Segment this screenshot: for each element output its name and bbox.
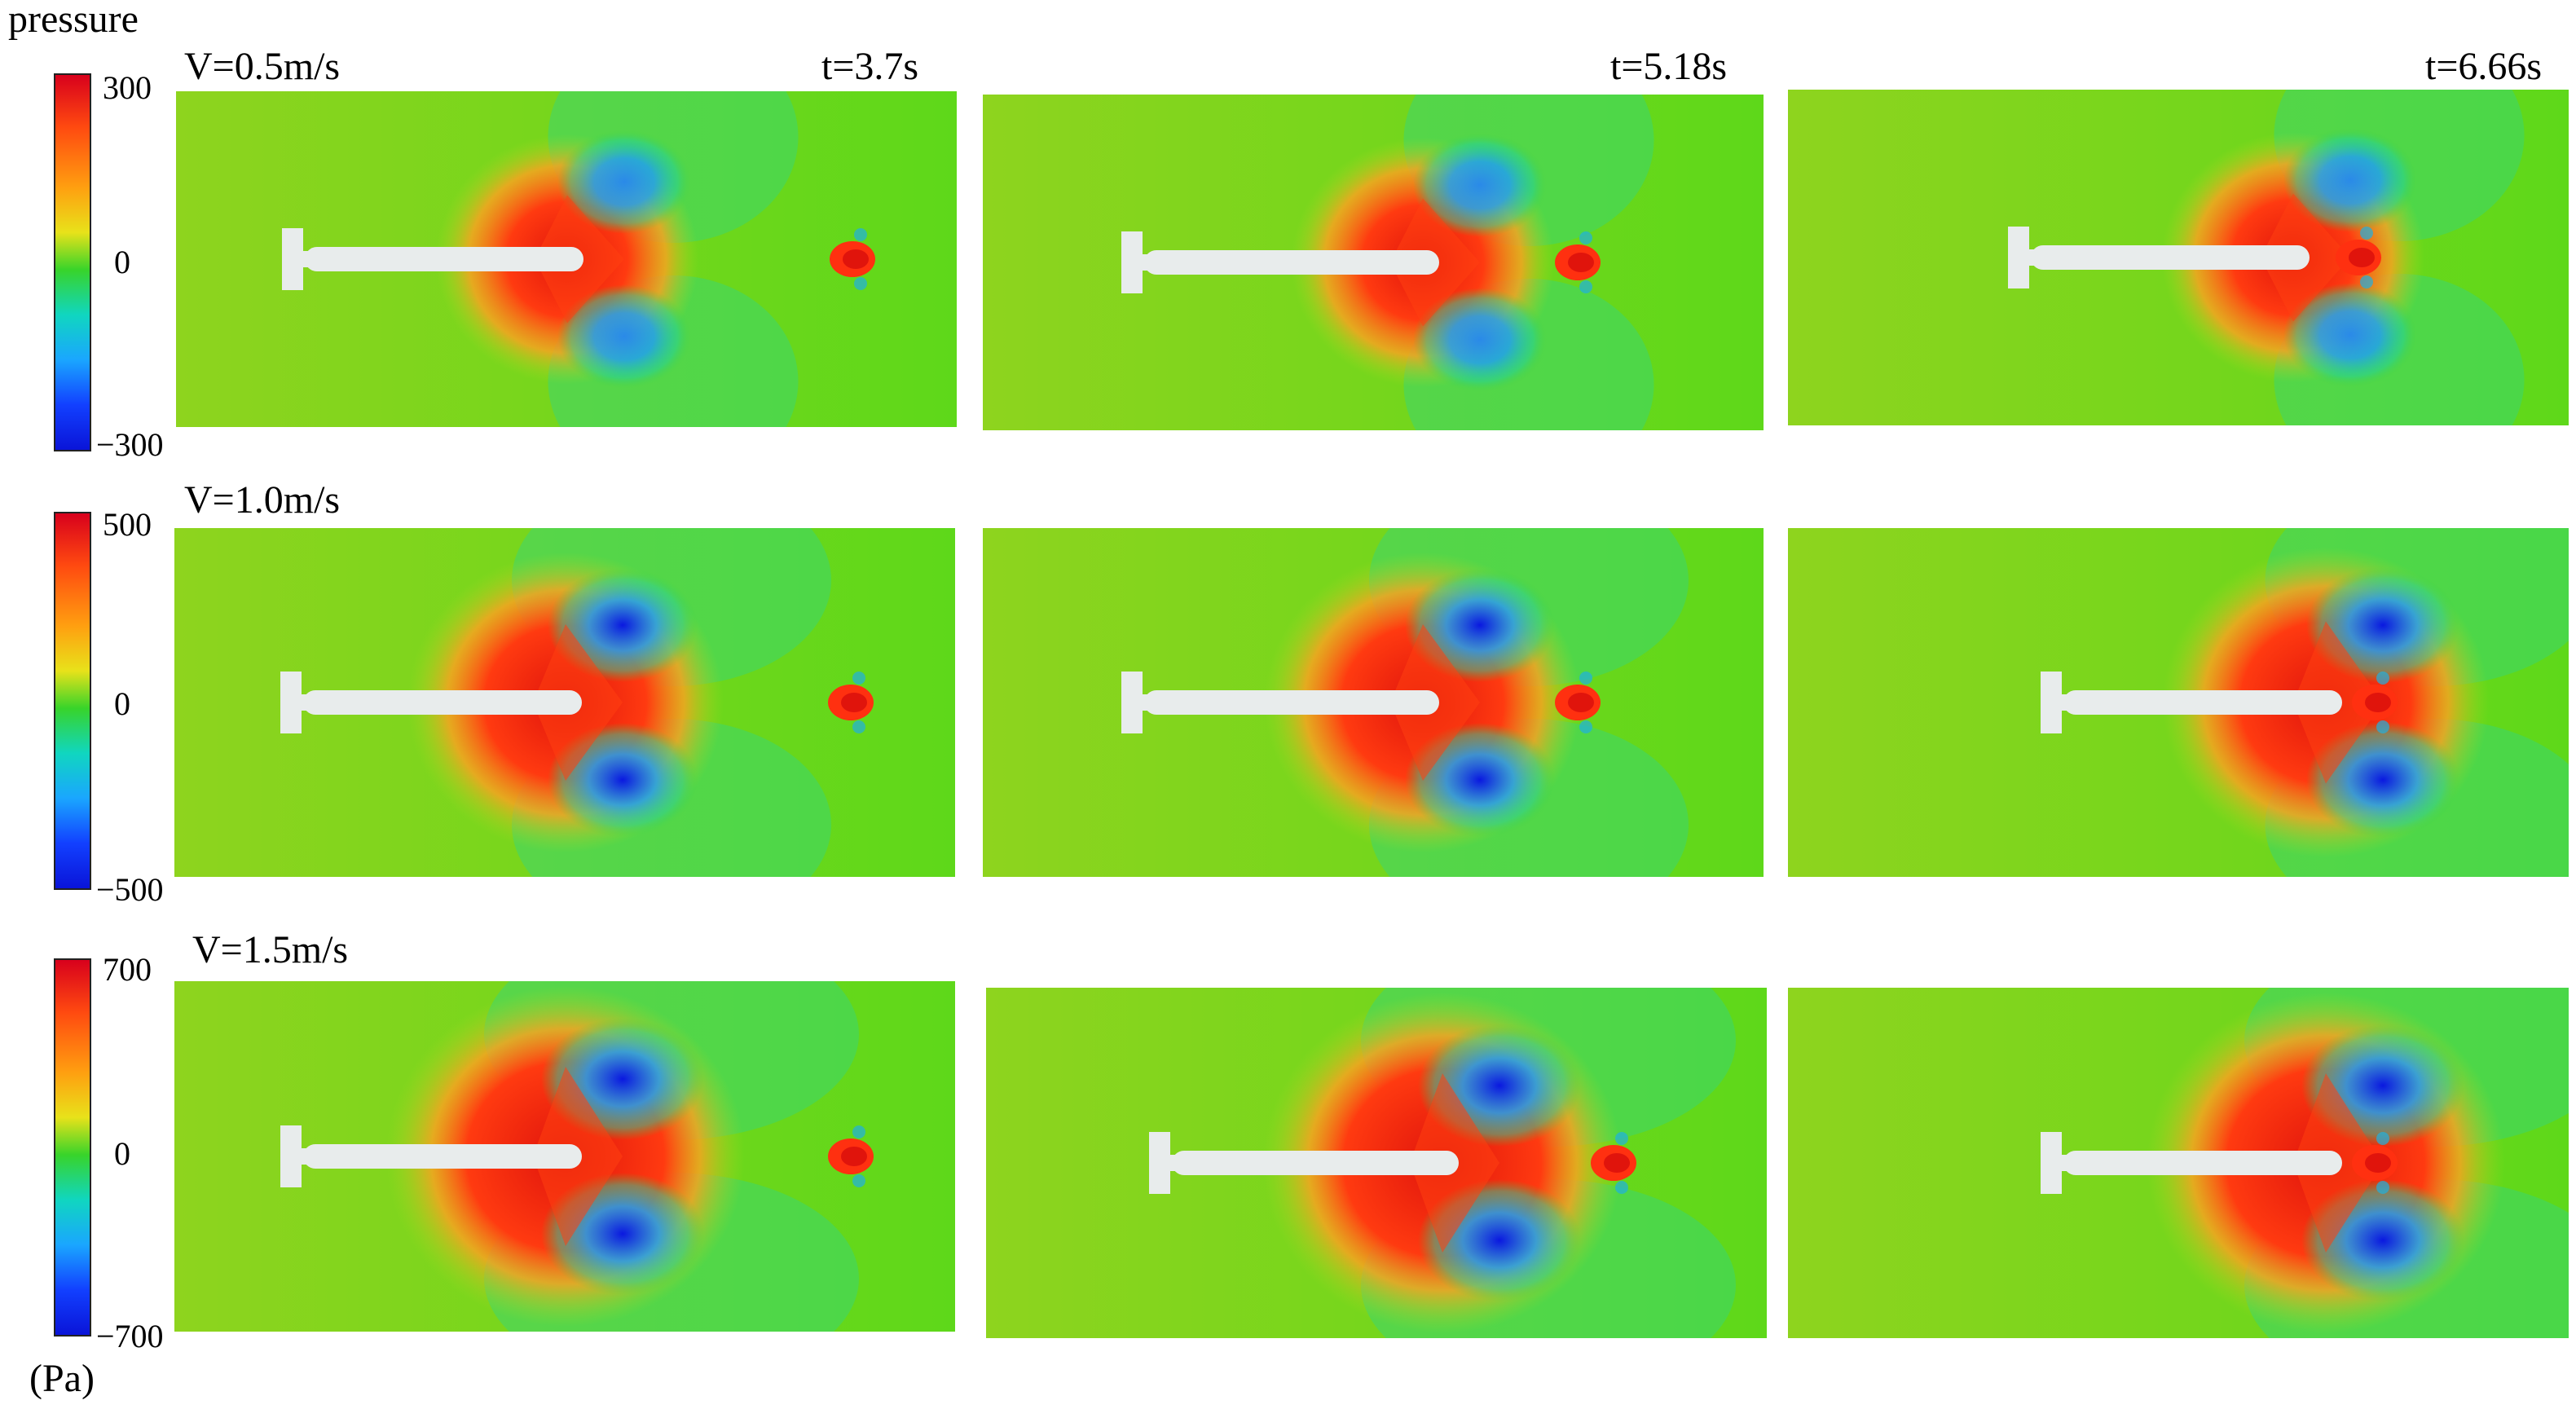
colorbar-1-min: −300 bbox=[96, 426, 164, 463]
pressure-field-panel bbox=[1788, 528, 2569, 877]
colorbar-2-max: 500 bbox=[103, 506, 152, 543]
colorbar-3-max: 700 bbox=[103, 951, 152, 988]
colorbar-row-2 bbox=[54, 512, 91, 890]
colorbar-3-min: −700 bbox=[96, 1318, 164, 1354]
pressure-field-panel bbox=[1788, 90, 2569, 425]
colorbar-3-mid: 0 bbox=[114, 1135, 130, 1172]
time-label-1: t=3.7s bbox=[821, 45, 919, 88]
pressure-field-panel bbox=[174, 528, 955, 877]
pressure-field-panel bbox=[174, 981, 955, 1332]
colorbar-row-1 bbox=[54, 73, 91, 451]
row-label-3: V=1.5m/s bbox=[192, 928, 349, 971]
pressure-field-panel bbox=[1788, 988, 2569, 1338]
colorbar-unit: (Pa) bbox=[29, 1357, 95, 1400]
row-label-1: V=0.5m/s bbox=[184, 45, 341, 88]
time-label-2: t=5.18s bbox=[1610, 45, 1728, 88]
colorbar-1-max: 300 bbox=[103, 69, 152, 106]
colorbar-row-3 bbox=[54, 958, 91, 1337]
time-label-3: t=6.66s bbox=[2425, 45, 2543, 88]
colorbar-2-mid: 0 bbox=[114, 685, 130, 722]
pressure-field-panel bbox=[983, 95, 1764, 430]
pressure-field-panel bbox=[986, 988, 1767, 1338]
pressure-field-panel bbox=[176, 91, 957, 427]
colorbar-2-min: −500 bbox=[96, 871, 164, 908]
colorbar-1-mid: 0 bbox=[114, 244, 130, 280]
colorbar-title: pressure bbox=[8, 0, 139, 41]
row-label-2: V=1.0m/s bbox=[184, 478, 341, 522]
pressure-field-panel bbox=[983, 528, 1764, 877]
